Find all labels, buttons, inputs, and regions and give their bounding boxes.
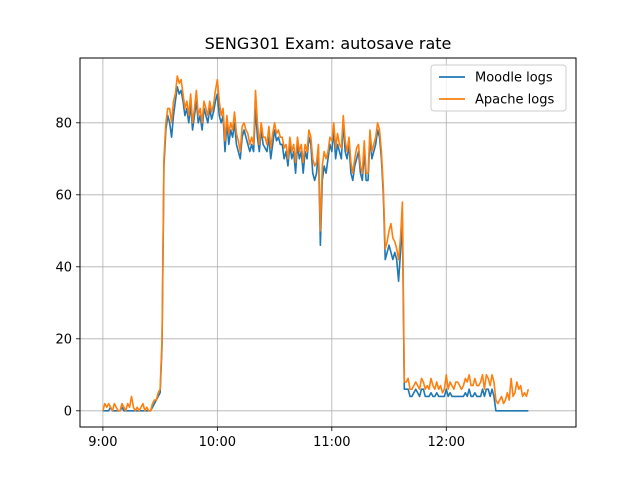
series-line-moodle-logs — [102, 86, 529, 412]
x-tick-label: 10:00 — [199, 435, 236, 450]
y-tick-label: 20 — [55, 332, 72, 347]
x-tick-label: 12:00 — [428, 435, 465, 450]
x-tick-label: 9:00 — [88, 435, 117, 450]
y-tick-label: 60 — [55, 188, 72, 203]
chart-title: SENG301 Exam: autosave rate — [205, 34, 452, 53]
legend-label: Moodle logs — [475, 71, 553, 86]
x-axis: 9:00 10:00 11:00 12:00 — [88, 427, 465, 450]
series-lines — [102, 75, 530, 412]
x-tick-label: 11:00 — [313, 435, 350, 450]
legend: Moodle logs Apache logs — [430, 64, 567, 112]
plot-frame — [79, 57, 577, 428]
series-line-apache-logs — [102, 75, 530, 412]
y-axis: 0 20 40 60 80 — [55, 116, 80, 419]
y-tick-label: 80 — [55, 116, 72, 131]
y-tick-label: 0 — [64, 404, 72, 419]
legend-label: Apache logs — [475, 93, 554, 108]
y-tick-label: 40 — [55, 260, 72, 275]
grid — [80, 58, 576, 427]
